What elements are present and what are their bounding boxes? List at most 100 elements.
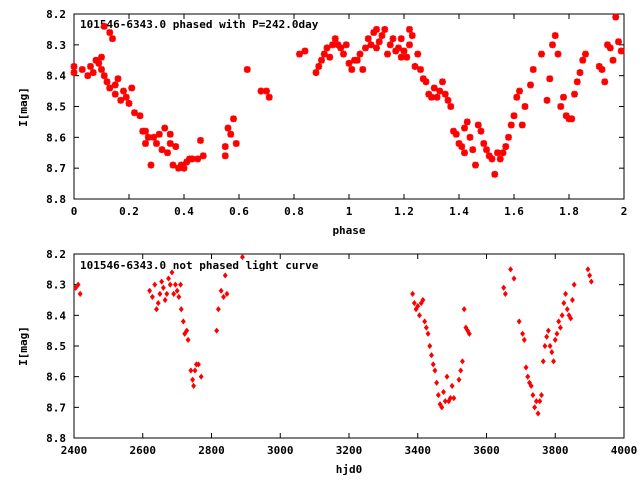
y-axis-label: I[mag]: [17, 326, 30, 366]
y-tick-label: 8.6: [46, 371, 66, 384]
data-point: [89, 69, 97, 76]
data-point: [334, 41, 342, 49]
data-point: [147, 287, 153, 294]
data-point: [571, 90, 578, 98]
x-tick-label: 1.8: [559, 205, 579, 218]
data-point: [100, 22, 108, 30]
data-points: [73, 253, 594, 417]
data-point: [180, 318, 186, 325]
y-tick-label: 8.2: [46, 248, 66, 261]
data-point: [441, 90, 449, 98]
data-point: [120, 87, 127, 95]
data-point: [155, 299, 161, 307]
data-point: [499, 149, 507, 157]
y-tick-label: 8.3: [46, 279, 66, 292]
unphased-light-curve-chart: 101546-6343.0 not phased light curve hjd…: [17, 248, 637, 476]
data-point: [183, 158, 191, 166]
data-point: [587, 272, 593, 279]
data-point: [154, 306, 159, 313]
x-tick-label: 0.8: [284, 205, 304, 218]
data-point: [406, 26, 413, 33]
data-point: [243, 66, 251, 73]
y-tick-label: 8.3: [46, 39, 66, 52]
data-point: [224, 290, 230, 297]
data-point: [214, 327, 220, 334]
data-point: [98, 53, 105, 61]
data-point: [150, 133, 158, 141]
data-point: [435, 391, 441, 399]
data-point: [296, 50, 303, 58]
data-point: [525, 373, 531, 380]
data-point: [585, 266, 591, 273]
data-point: [561, 299, 567, 307]
data-point: [494, 149, 501, 157]
data-point: [442, 398, 448, 405]
data-point: [554, 330, 560, 337]
data-point: [400, 47, 408, 55]
data-point: [128, 84, 136, 92]
data-point: [523, 364, 529, 371]
data-point: [571, 281, 577, 288]
data-point: [458, 143, 466, 150]
data-point: [185, 336, 191, 343]
data-point: [373, 44, 380, 52]
data-point: [568, 315, 574, 322]
x-tick-label: 3000: [267, 444, 294, 457]
data-point: [70, 63, 78, 70]
data-point: [75, 281, 81, 288]
data-point: [73, 284, 79, 291]
data-point: [172, 281, 178, 288]
data-point: [177, 161, 185, 169]
data-point: [427, 342, 433, 350]
axis-ticks: 2400 2600 2800 3000 3200 3400 3600 3800 4000 8.2 8…: [46, 248, 637, 457]
data-point: [455, 140, 463, 147]
data-point: [439, 78, 446, 86]
data-point: [502, 290, 508, 297]
data-point: [417, 66, 424, 73]
data-point: [375, 38, 383, 46]
data-point: [551, 358, 556, 365]
data-points: [70, 13, 625, 178]
data-point: [142, 127, 149, 135]
x-tick-label: 2400: [61, 444, 88, 457]
x-tick-label: 1.2: [394, 205, 414, 218]
x-tick-label: 1.6: [504, 205, 524, 218]
data-point: [356, 50, 364, 58]
data-point: [188, 367, 194, 374]
chart-title: 101546-6343.0 not phased light curve: [80, 259, 319, 272]
data-point: [538, 50, 545, 58]
data-point: [527, 81, 534, 89]
data-point: [111, 90, 119, 98]
data-point: [318, 56, 325, 64]
data-point: [117, 96, 125, 104]
data-point: [192, 367, 198, 374]
y-axis-label: I[mag]: [17, 87, 30, 127]
data-point: [411, 299, 417, 307]
data-point: [230, 115, 237, 123]
data-point: [461, 306, 467, 313]
data-point: [373, 26, 380, 33]
data-point: [364, 35, 372, 43]
x-tick-label: 0.2: [119, 205, 139, 218]
data-point: [353, 56, 361, 64]
data-point: [222, 272, 228, 279]
data-point: [265, 93, 273, 101]
data-point: [169, 161, 177, 169]
data-point: [370, 29, 378, 36]
data-point: [549, 41, 556, 49]
data-point: [131, 109, 138, 117]
data-point: [539, 391, 544, 399]
data-point: [423, 324, 429, 331]
data-point: [221, 152, 229, 160]
data-point: [537, 398, 543, 405]
data-point: [157, 290, 163, 297]
data-point: [444, 96, 452, 104]
data-point: [510, 112, 518, 120]
data-point: [114, 75, 122, 83]
data-point: [397, 53, 405, 61]
data-point: [340, 50, 347, 58]
data-point: [447, 395, 453, 402]
data-point: [546, 75, 554, 83]
data-point: [87, 63, 94, 70]
data-point: [521, 103, 529, 110]
